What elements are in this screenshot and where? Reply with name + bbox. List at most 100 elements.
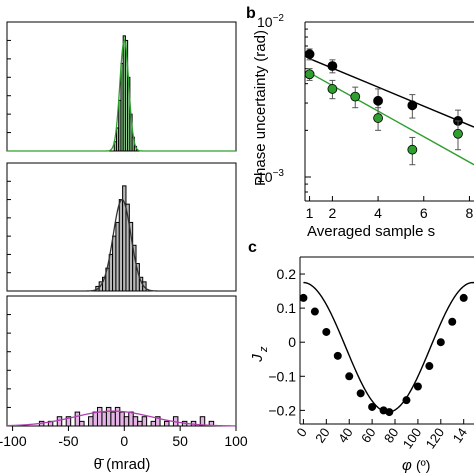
histogram-bottom [6,295,237,427]
histogram-bar [150,420,157,427]
histogram-bar [56,416,63,427]
panel-c-data-point [436,338,445,347]
panel-b-data-point [350,91,361,102]
panel-c-y-label-main: J [249,354,266,363]
panel-c-y-label-sub: z [258,346,270,353]
histogram-middle [6,162,237,292]
panel-b-data-point [327,84,338,94]
panel-b-x-tick-label: 1 [306,205,314,221]
panel-b-data-point [453,128,463,139]
histogram-bar [115,221,120,292]
panel-c-data-point [368,402,377,411]
panel-b-y-tick-label: 10−2 [257,13,284,30]
panel-a-x-tick-label: 0 [120,433,128,449]
panel-c-y-tick-label: 0.1 [277,300,297,316]
histogram-fit-curve [6,410,236,427]
histogram-bar [108,253,114,292]
panel-a-x-tick-label: -100 [0,433,27,449]
histogram-bar [110,411,116,427]
panel-a-x-tick-label: -50 [58,433,78,449]
panel-b-plot-area: 10−2 10−3 1 2 4 6 8 [257,13,474,221]
panel-c-letter: c [248,239,257,256]
panel-b-data-point [407,100,418,111]
histogram-bar [132,416,139,427]
panel-c-x-axis-label: φ (º) [402,457,430,474]
histogram-fit-curve [7,39,236,152]
histogram-bar [88,416,94,427]
panel-c-x-tick-label: 40 [335,425,356,445]
histogram-bar [164,420,170,427]
panel-b-x-tick-label: 6 [420,205,428,221]
histogram-bar [79,420,85,427]
panel-c-x-tick-label: 80 [381,425,402,445]
panel-c-y-tick-label: 0 [288,334,296,350]
panel-c-y-tick-label: −0.1 [268,368,296,384]
panel-c-y-axis-label: J z [249,346,270,363]
histogram-bar [128,411,134,427]
panel-a-x-tick-label: 50 [172,433,188,449]
panel-c-x-tick-label: 14 [450,425,471,445]
panel-a-x-axis-label: θ̄ (mrad) [94,456,151,473]
histogram-bar [74,411,81,427]
panel-c-x-tick-label: 100 [400,425,425,451]
panel-c-data-point [322,327,331,336]
panel-b-data-point [407,144,418,155]
panel-b-fit-line [309,58,474,128]
panel-c-data-point [448,317,457,326]
panel-b-x-tick-label: 4 [374,205,382,221]
histogram-bar [123,416,130,427]
histogram-bar [112,235,117,292]
panel-c-data-point [459,293,468,302]
panel-b-letter: b [246,5,256,22]
histogram-bar [118,199,124,292]
histogram-bar [141,416,148,427]
histogram-bar [96,406,103,427]
panel-a-x-tick-label: 100 [224,433,248,449]
panel-b-x-tick-label: 8 [466,205,474,221]
panel-b-data-point [373,95,383,106]
histogram-bar [119,411,125,427]
panel-c-x-tick-label: 60 [358,425,379,445]
histogram-bar [137,420,143,427]
panel-c-data-point [413,382,422,391]
panel-c-x-tick-label: 120 [423,425,448,451]
panel-c-data-point [385,408,394,417]
histogram-frame [6,295,237,427]
panel-b-x-tick-label: 2 [329,205,337,221]
panel-c-data-point [333,351,342,360]
panel-b-data-point [373,113,383,123]
panel-a-x-axis: -100 -50 0 50 100 [0,426,248,449]
panel-c-x-label-main: φ [402,457,412,474]
panel-c-x-tick-label: 20 [312,425,333,445]
panel-b-y-axis-label: Phase uncertainty (rad) [252,30,269,186]
histogram-fit-curve [7,198,236,292]
panel-c-data-point [425,362,434,371]
panel-c-data-point [299,293,308,302]
histogram-bar [114,406,121,427]
panel-c-data-point [402,396,411,405]
panel-c-data-point [345,372,354,381]
panel-b-data-point [304,49,315,60]
panel-c-x-label-unit: (º) [416,457,430,473]
panel-b-y-tick-label: 10−3 [257,168,284,185]
panel-c-data-point [356,389,365,398]
histogram-bar [105,406,112,427]
panel-c-y-tick-label: −0.2 [268,402,296,418]
panel-c-data-point [310,307,319,316]
histogram-bar [155,416,161,427]
panel-c-fit-curve [303,281,474,413]
histogram-bar [101,411,107,427]
panel-b-uncertainty-plot: b 10−210−31 2 4 6 8 Phase uncertainty (rad) … [246,5,474,240]
panel-b-x-axis-label: Averaged sample s [307,223,435,240]
histogram-bar [199,416,206,427]
histogram-top [6,21,237,152]
panel-c-x-tick-label: 0 [293,425,309,440]
panel-c-y-tick-label: 0.2 [277,266,297,282]
panel-b-data-point [327,61,338,71]
panel-a-histograms: -100 -50 0 50 100 θ̄ (mrad) [0,21,248,473]
histogram-bar [92,411,98,427]
panel-b-data-point [304,69,315,80]
